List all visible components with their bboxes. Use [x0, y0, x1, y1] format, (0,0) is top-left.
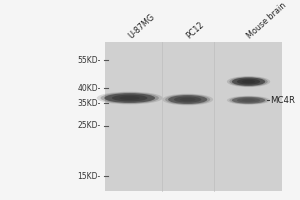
Bar [105, 42, 282, 191]
Ellipse shape [174, 96, 201, 103]
Ellipse shape [168, 95, 207, 104]
Ellipse shape [100, 92, 159, 104]
Text: 25KD-: 25KD- [77, 121, 101, 130]
Text: MC4R: MC4R [270, 96, 295, 105]
Ellipse shape [230, 77, 268, 86]
Text: PC12: PC12 [185, 20, 206, 40]
Ellipse shape [97, 92, 163, 104]
Ellipse shape [180, 98, 196, 101]
Ellipse shape [242, 99, 255, 102]
Ellipse shape [119, 96, 140, 100]
Ellipse shape [165, 94, 210, 105]
Ellipse shape [232, 77, 265, 86]
Text: 35KD-: 35KD- [77, 99, 101, 108]
Ellipse shape [104, 93, 155, 103]
Ellipse shape [242, 80, 255, 83]
Text: U-87MG: U-87MG [127, 12, 157, 40]
Text: 55KD-: 55KD- [77, 56, 101, 65]
Ellipse shape [237, 98, 260, 103]
Ellipse shape [227, 96, 270, 105]
Ellipse shape [230, 96, 268, 104]
Ellipse shape [237, 79, 260, 85]
Text: Mouse brain: Mouse brain [246, 1, 288, 40]
Ellipse shape [227, 76, 270, 87]
Ellipse shape [232, 97, 265, 104]
Text: 15KD-: 15KD- [77, 172, 101, 181]
Ellipse shape [162, 94, 213, 105]
Text: 40KD-: 40KD- [77, 84, 101, 93]
Ellipse shape [112, 95, 147, 101]
